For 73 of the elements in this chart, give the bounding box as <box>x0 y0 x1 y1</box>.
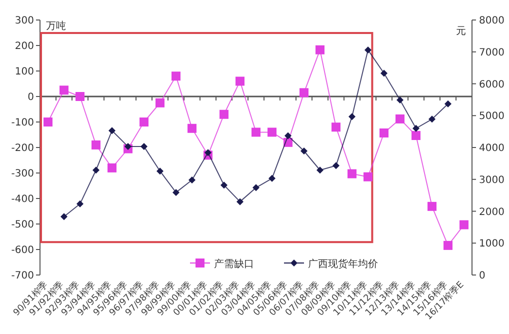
point <box>236 76 244 86</box>
y-axis-title: 万吨 <box>46 20 66 32</box>
point <box>92 140 100 150</box>
point <box>300 88 308 98</box>
point <box>396 114 404 124</box>
point <box>92 166 100 174</box>
y-tick-label: -100 <box>11 118 34 128</box>
y2-tick-label: 0 <box>479 270 486 282</box>
point <box>108 163 116 172</box>
y2-tick-label: 1000 <box>479 238 504 250</box>
point <box>428 202 436 211</box>
point <box>76 92 84 101</box>
point <box>140 118 148 126</box>
point <box>156 168 164 175</box>
y2-tick-label: 5000 <box>479 111 504 122</box>
point <box>108 127 116 134</box>
point <box>364 46 372 54</box>
point <box>156 98 164 108</box>
point <box>252 184 260 192</box>
point <box>188 176 196 184</box>
y2-axis-title: 元 <box>456 26 466 37</box>
point <box>44 118 52 126</box>
legend-label: 广西现货年均价 <box>308 258 378 270</box>
point <box>300 148 308 155</box>
point <box>60 86 68 95</box>
point <box>252 128 260 137</box>
point <box>428 116 436 123</box>
point <box>364 172 372 182</box>
point <box>76 200 84 208</box>
point <box>332 162 340 170</box>
point <box>172 188 180 196</box>
point <box>380 128 388 138</box>
point <box>220 182 228 189</box>
point <box>412 131 420 140</box>
y-tick-label: -400 <box>11 194 34 205</box>
y2-tick-label: 3000 <box>479 174 504 186</box>
y-tick-label: 200 <box>14 41 34 52</box>
y-tick-label: -700 <box>11 270 34 282</box>
point <box>172 72 180 81</box>
point <box>332 122 340 132</box>
point <box>444 240 452 250</box>
y2-tick-label: 2000 <box>479 206 504 218</box>
point <box>380 70 388 77</box>
point <box>348 113 356 120</box>
y-tick-label: 100 <box>14 66 34 78</box>
y2-tick-label: 4000 <box>479 143 504 154</box>
point <box>140 143 148 150</box>
y-tick-label: 0 <box>28 92 34 103</box>
point <box>284 132 292 140</box>
point <box>444 100 452 108</box>
point <box>316 45 324 54</box>
y-tick-label: -600 <box>11 245 34 256</box>
point <box>316 166 324 174</box>
y2-tick-label: 6000 <box>479 79 504 90</box>
point <box>348 169 356 178</box>
legend-label: 产需缺口 <box>214 258 254 270</box>
point <box>460 220 468 230</box>
point <box>236 198 244 206</box>
y-tick-label: -500 <box>11 220 34 230</box>
point <box>268 128 276 137</box>
point <box>204 149 212 156</box>
point <box>124 143 132 150</box>
point <box>268 174 276 182</box>
point <box>396 96 404 104</box>
point <box>60 213 68 220</box>
point <box>412 124 420 132</box>
y-tick-label: -300 <box>11 168 34 180</box>
point <box>188 124 196 133</box>
y2-tick-label: 8000 <box>479 16 504 26</box>
point <box>220 110 228 119</box>
y-tick-label: -200 <box>11 143 34 154</box>
y-tick-label: 300 <box>14 16 34 26</box>
y2-tick-label: 7000 <box>479 47 504 58</box>
